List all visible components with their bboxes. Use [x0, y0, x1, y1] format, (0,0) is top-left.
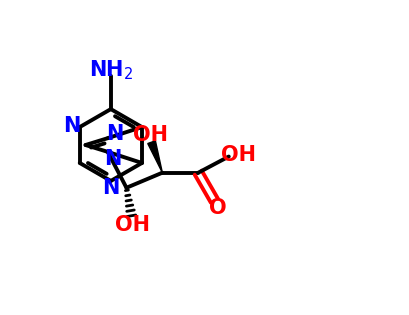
- Text: N: N: [63, 117, 80, 136]
- Text: N: N: [103, 178, 120, 198]
- Text: OH: OH: [115, 215, 150, 235]
- Text: N: N: [104, 149, 121, 169]
- Text: N: N: [106, 124, 124, 144]
- Polygon shape: [148, 141, 162, 173]
- Text: OH: OH: [133, 125, 169, 145]
- Text: O: O: [209, 198, 226, 218]
- Text: OH: OH: [220, 145, 256, 165]
- Text: NH$_2$: NH$_2$: [89, 59, 134, 82]
